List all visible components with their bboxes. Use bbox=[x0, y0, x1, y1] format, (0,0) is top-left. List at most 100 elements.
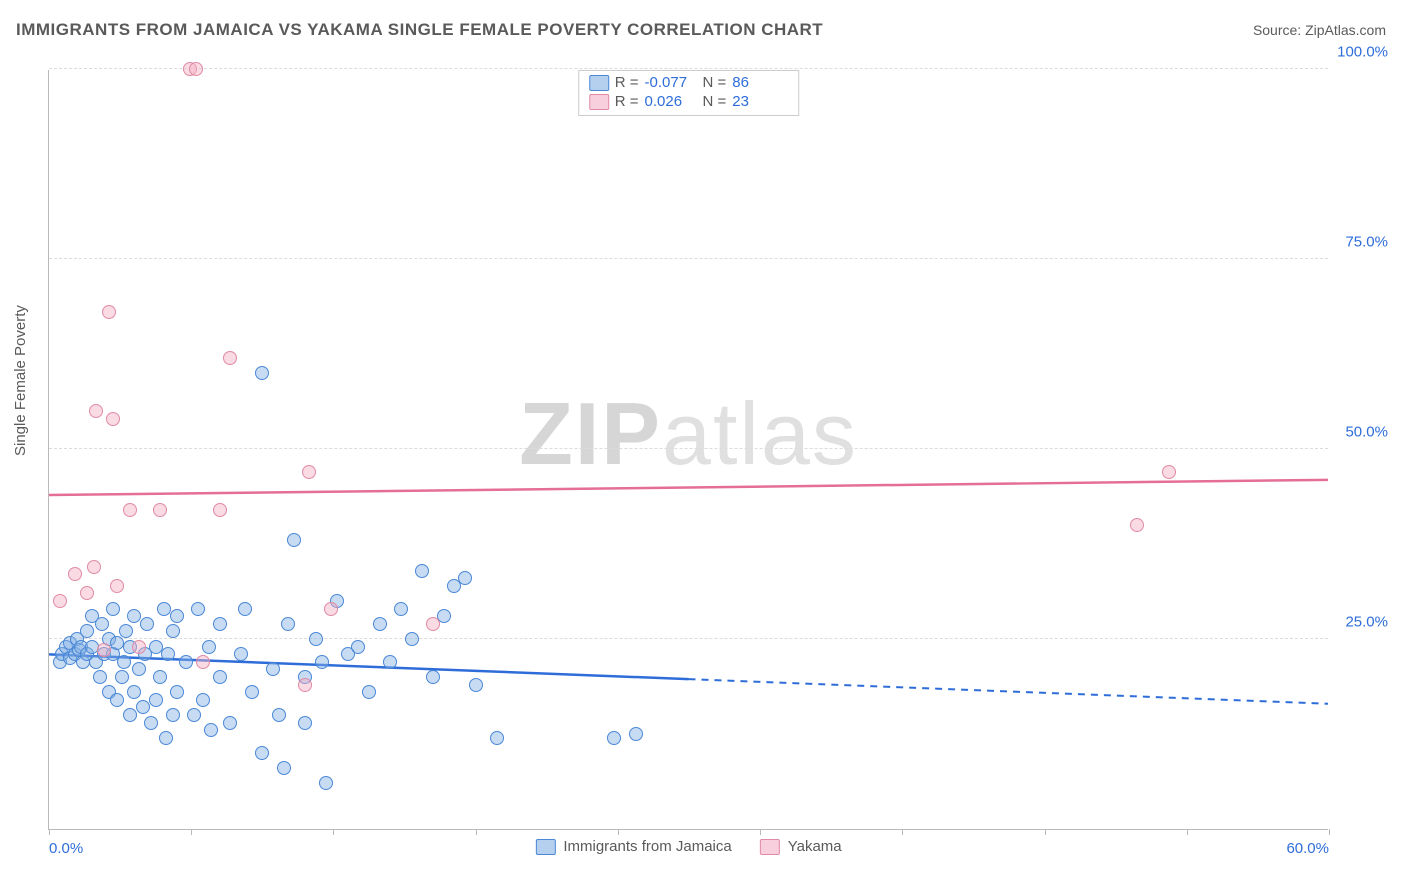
data-point bbox=[191, 602, 205, 616]
data-point bbox=[213, 503, 227, 517]
data-point bbox=[170, 609, 184, 623]
data-point bbox=[234, 647, 248, 661]
data-point bbox=[127, 609, 141, 623]
data-point bbox=[245, 685, 259, 699]
data-point bbox=[68, 567, 82, 581]
data-point bbox=[187, 708, 201, 722]
data-point bbox=[159, 731, 173, 745]
data-point bbox=[426, 670, 440, 684]
data-point bbox=[157, 602, 171, 616]
legend-series: Immigrants from Jamaica Yakama bbox=[535, 838, 841, 855]
gridline bbox=[49, 258, 1328, 259]
x-tick-label: 60.0% bbox=[1286, 840, 1329, 857]
watermark: ZIPatlas bbox=[519, 383, 858, 485]
trend-lines bbox=[49, 70, 1328, 829]
data-point bbox=[123, 503, 137, 517]
legend-item: Immigrants from Jamaica bbox=[535, 838, 731, 855]
data-point bbox=[426, 617, 440, 631]
gridline bbox=[49, 448, 1328, 449]
data-point bbox=[115, 670, 129, 684]
x-tick-mark bbox=[1045, 829, 1046, 835]
data-point bbox=[189, 62, 203, 76]
watermark-thin: atlas bbox=[662, 384, 858, 483]
data-point bbox=[123, 708, 137, 722]
x-tick-mark bbox=[618, 829, 619, 835]
legend-stats: R = -0.077 N = 86 R = 0.026 N = 23 bbox=[578, 70, 800, 116]
data-point bbox=[458, 571, 472, 585]
data-point bbox=[161, 647, 175, 661]
data-point bbox=[89, 404, 103, 418]
x-tick-mark bbox=[191, 829, 192, 835]
swatch-pink-icon bbox=[589, 94, 609, 110]
data-point bbox=[97, 643, 111, 657]
data-point bbox=[102, 305, 116, 319]
data-point bbox=[213, 670, 227, 684]
data-point bbox=[106, 602, 120, 616]
data-point bbox=[351, 640, 365, 654]
data-point bbox=[119, 624, 133, 638]
data-point bbox=[80, 586, 94, 600]
legend-r-label: R = bbox=[615, 93, 639, 110]
data-point bbox=[153, 503, 167, 517]
data-point bbox=[93, 670, 107, 684]
legend-r-value: -0.077 bbox=[645, 74, 697, 91]
data-point bbox=[223, 716, 237, 730]
data-point bbox=[1162, 465, 1176, 479]
scatter-plot: ZIPatlas R = -0.077 N = 86 R = 0.026 N =… bbox=[48, 70, 1328, 830]
data-point bbox=[140, 617, 154, 631]
data-point bbox=[170, 685, 184, 699]
data-point bbox=[309, 632, 323, 646]
legend-r-label: R = bbox=[615, 74, 639, 91]
data-point bbox=[302, 465, 316, 479]
data-point bbox=[110, 693, 124, 707]
legend-n-label: N = bbox=[703, 74, 727, 91]
legend-item: Yakama bbox=[760, 838, 842, 855]
x-tick-mark bbox=[49, 829, 50, 835]
y-tick-label: 25.0% bbox=[1334, 614, 1388, 631]
data-point bbox=[394, 602, 408, 616]
gridline bbox=[49, 68, 1328, 69]
data-point bbox=[132, 662, 146, 676]
data-point bbox=[405, 632, 419, 646]
data-point bbox=[255, 746, 269, 760]
legend-n-label: N = bbox=[703, 93, 727, 110]
data-point bbox=[117, 655, 131, 669]
y-tick-label: 75.0% bbox=[1334, 234, 1388, 251]
legend-item-label: Immigrants from Jamaica bbox=[563, 838, 731, 855]
data-point bbox=[315, 655, 329, 669]
data-point bbox=[196, 693, 210, 707]
data-point bbox=[490, 731, 504, 745]
legend-n-value: 86 bbox=[732, 74, 784, 91]
watermark-bold: ZIP bbox=[519, 384, 662, 483]
swatch-pink-icon bbox=[760, 839, 780, 855]
gridline bbox=[49, 638, 1328, 639]
data-point bbox=[204, 723, 218, 737]
data-point bbox=[287, 533, 301, 547]
data-point bbox=[80, 624, 94, 638]
chart-container: Single Female Poverty ZIPatlas R = -0.07… bbox=[0, 56, 1406, 892]
data-point bbox=[166, 708, 180, 722]
legend-r-value: 0.026 bbox=[645, 93, 697, 110]
data-point bbox=[298, 678, 312, 692]
data-point bbox=[95, 617, 109, 631]
data-point bbox=[179, 655, 193, 669]
data-point bbox=[196, 655, 210, 669]
chart-title: IMMIGRANTS FROM JAMAICA VS YAKAMA SINGLE… bbox=[16, 20, 823, 40]
data-point bbox=[213, 617, 227, 631]
data-point bbox=[383, 655, 397, 669]
data-point bbox=[144, 716, 158, 730]
legend-stats-row: R = 0.026 N = 23 bbox=[589, 93, 785, 110]
data-point bbox=[277, 761, 291, 775]
data-point bbox=[1130, 518, 1144, 532]
data-point bbox=[132, 640, 146, 654]
x-tick-mark bbox=[902, 829, 903, 835]
data-point bbox=[324, 602, 338, 616]
data-point bbox=[272, 708, 286, 722]
data-point bbox=[298, 716, 312, 730]
data-point bbox=[127, 685, 141, 699]
y-tick-label: 100.0% bbox=[1334, 44, 1388, 61]
data-point bbox=[319, 776, 333, 790]
y-axis-label: Single Female Poverty bbox=[12, 305, 29, 456]
data-point bbox=[469, 678, 483, 692]
data-point bbox=[106, 412, 120, 426]
